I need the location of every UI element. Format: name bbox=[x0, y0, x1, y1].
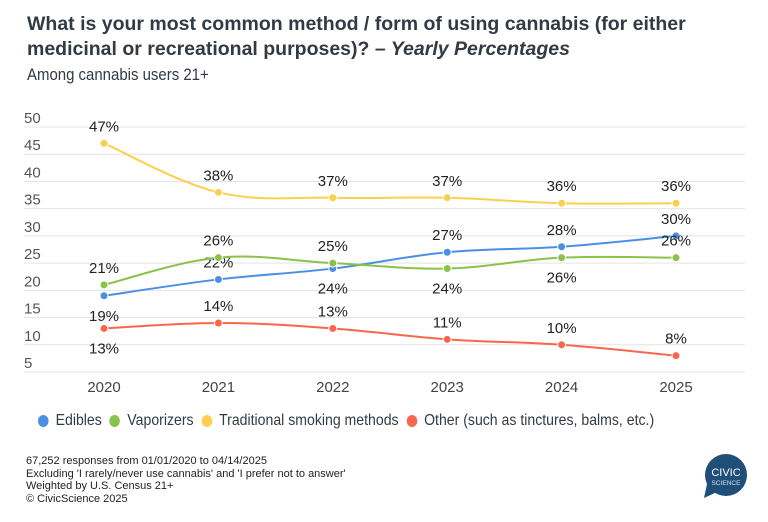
y-tick-label: 10 bbox=[24, 328, 41, 345]
data-label-other: 13% bbox=[89, 340, 119, 357]
legend-label: Traditional smoking methods bbox=[219, 412, 399, 429]
data-point-other bbox=[99, 323, 109, 333]
x-tick-label: 2023 bbox=[431, 379, 464, 396]
data-point-vaporizers bbox=[557, 253, 567, 263]
data-point-vaporizers bbox=[213, 253, 223, 263]
data-point-traditional bbox=[671, 198, 681, 208]
x-tick-label: 2021 bbox=[202, 379, 235, 396]
y-tick-label: 15 bbox=[24, 301, 41, 318]
data-label-edibles: 19% bbox=[89, 308, 119, 325]
data-point-other bbox=[213, 318, 223, 328]
data-label-vaporizers: 25% bbox=[318, 238, 348, 255]
y-tick-label: 35 bbox=[24, 192, 41, 209]
data-point-edibles bbox=[557, 242, 567, 252]
chart-subtitle: Among cannabis users 21+ bbox=[27, 65, 209, 84]
legend-label: Edibles bbox=[55, 412, 102, 429]
legend-label: Vaporizers bbox=[127, 412, 194, 429]
data-label-other: 8% bbox=[665, 331, 687, 348]
x-tick-label: 2024 bbox=[545, 379, 578, 396]
logo-text-science: SCIENCE bbox=[712, 480, 742, 487]
legend-item-vaporizers[interactable]: Vaporizers bbox=[109, 412, 194, 430]
footer-exclusions: Excluding 'I rarely/never use cannabis' … bbox=[26, 467, 346, 480]
footer-responses: 67,252 responses from 01/01/2020 to 04/1… bbox=[26, 455, 267, 467]
y-tick-label: 30 bbox=[24, 219, 41, 236]
legend-label: Other (such as tinctures, balms, etc.) bbox=[424, 412, 655, 429]
data-point-other bbox=[557, 340, 567, 350]
data-point-other bbox=[328, 323, 338, 333]
series-line-edibles bbox=[103, 234, 677, 297]
x-tick-label: 2022 bbox=[316, 379, 349, 396]
data-label-edibles: 28% bbox=[547, 222, 577, 239]
y-tick-label: 5 bbox=[24, 355, 32, 372]
data-point-edibles bbox=[213, 274, 223, 284]
data-label-other: 10% bbox=[547, 320, 577, 337]
data-label-vaporizers: 26% bbox=[547, 270, 577, 287]
plot-area: 50 45 40 35 30 25 20 15 10 5 2020 2021 2022 2023 2024 2… bbox=[24, 110, 745, 396]
footer-notes: 67,252 responses from 01/01/2020 to 04/1… bbox=[26, 455, 346, 505]
data-point-traditional bbox=[328, 193, 338, 203]
legend-item-smoking[interactable]: Traditional smoking methods bbox=[201, 412, 399, 430]
series-line-vaporizers bbox=[103, 255, 677, 286]
data-point-vaporizers bbox=[99, 280, 109, 290]
data-point-edibles bbox=[671, 231, 681, 241]
series-line-traditional bbox=[103, 142, 677, 205]
series-line-other bbox=[103, 321, 677, 357]
logo-text-civic: CIVIC bbox=[711, 467, 740, 479]
y-tick-label: 50 bbox=[24, 110, 41, 127]
y-tick-label: 20 bbox=[24, 273, 41, 290]
legend-dot-icon bbox=[109, 415, 121, 427]
data-point-traditional bbox=[99, 138, 109, 148]
civicscience-logo: CIVIC SCIENCE bbox=[704, 454, 747, 498]
chart-title-suffix: – Yearly Percentages bbox=[374, 38, 570, 60]
data-label-edibles: 30% bbox=[661, 211, 691, 228]
data-point-other bbox=[671, 351, 681, 361]
data-label-edibles: 27% bbox=[432, 227, 462, 244]
legend-dot-icon bbox=[201, 415, 213, 427]
data-label-other: 14% bbox=[203, 298, 233, 315]
x-tick-label: 2025 bbox=[659, 379, 692, 396]
y-tick-label: 45 bbox=[24, 137, 41, 154]
data-label-traditional: 36% bbox=[661, 178, 691, 195]
data-label-traditional: 36% bbox=[547, 178, 577, 195]
y-tick-label: 40 bbox=[24, 164, 41, 181]
legend-dot-icon bbox=[406, 415, 418, 427]
data-point-traditional bbox=[442, 193, 452, 203]
data-point-vaporizers bbox=[328, 258, 338, 268]
legend: Edibles Vaporizers Traditional smoking m… bbox=[38, 412, 662, 430]
data-label-vaporizers: 24% bbox=[432, 281, 462, 298]
data-label-traditional: 37% bbox=[432, 173, 462, 190]
data-label-edibles: 24% bbox=[318, 281, 348, 298]
data-label-vaporizers: 26% bbox=[661, 233, 691, 250]
legend-item-edibles[interactable]: Edibles bbox=[38, 412, 102, 430]
footer-copyright: © CivicScience 2025 bbox=[26, 492, 128, 505]
data-point-vaporizers bbox=[442, 264, 452, 274]
data-label-traditional: 47% bbox=[89, 118, 119, 135]
data-point-edibles bbox=[99, 291, 109, 301]
data-label-traditional: 37% bbox=[318, 173, 348, 190]
y-tick-label: 25 bbox=[24, 246, 41, 263]
data-label-other: 13% bbox=[318, 303, 348, 320]
data-label-traditional: 38% bbox=[203, 167, 233, 184]
data-point-other bbox=[442, 334, 452, 344]
data-label-other: 11% bbox=[433, 314, 462, 331]
legend-dot-icon bbox=[38, 415, 49, 427]
data-point-edibles bbox=[442, 247, 452, 257]
chart-title: What is your most common method / form o… bbox=[27, 12, 727, 62]
data-point-vaporizers bbox=[671, 253, 681, 263]
data-label-vaporizers: 26% bbox=[203, 233, 233, 250]
data-label-vaporizers: 21% bbox=[89, 260, 119, 277]
footer-weighting: Weighted by U.S. Census 21+ bbox=[26, 480, 174, 492]
legend-item-other[interactable]: Other (such as tinctures, balms, etc.) bbox=[406, 412, 654, 430]
x-tick-label: 2020 bbox=[87, 379, 120, 396]
data-point-traditional bbox=[213, 187, 223, 197]
data-point-traditional bbox=[557, 198, 567, 208]
chart-title-text: What is your most common method / form o… bbox=[27, 13, 686, 60]
